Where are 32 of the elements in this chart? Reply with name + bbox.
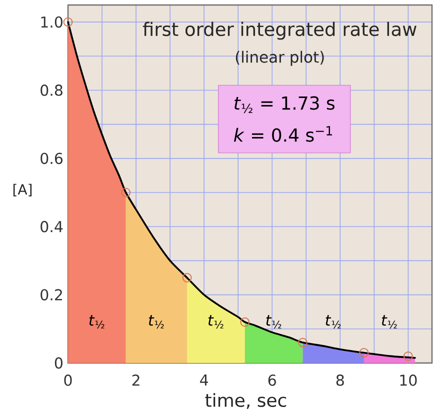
series-label: t$_{½}$ — [382, 315, 397, 329]
y-tick-label: 0.8 — [40, 84, 62, 96]
y-tick-label: 0.2 — [40, 289, 62, 300]
y-tick-label: 0.4 — [40, 220, 63, 232]
x-tick-label: 10 — [400, 374, 417, 386]
x-tick-label: 2 — [132, 374, 140, 386]
line-series — [67, 21, 416, 359]
text: (linear plot) — [236, 50, 324, 66]
y-tick-label: 1.0 — [41, 16, 62, 28]
point — [240, 317, 250, 327]
point — [359, 348, 369, 358]
point — [63, 17, 73, 27]
series-label: t$_{½}$ — [208, 315, 224, 329]
x-tick-label: 6 — [268, 374, 276, 386]
point — [298, 338, 308, 348]
text: first order integrated rate law — [142, 22, 416, 40]
series-label: t$_{½}$ — [266, 315, 282, 329]
x-axis-title: time, sec — [205, 393, 286, 409]
series-label: t$_{½}$ — [89, 315, 104, 329]
series-label: t$_{½}$ — [148, 315, 164, 329]
point — [121, 188, 131, 198]
annotation: t$_{½}$ = 1.73 s — [234, 96, 334, 114]
x-tick-label: 8 — [336, 374, 344, 386]
point — [182, 273, 192, 282]
x-tick-label: 4 — [200, 374, 208, 386]
y-tick-label: 0 — [54, 357, 62, 369]
annotation: k = 0.4 s$^{−1}$ — [234, 126, 332, 142]
point — [403, 351, 413, 361]
x-tick-label: 0 — [64, 374, 72, 386]
y-tick-label: 0.6 — [40, 152, 63, 164]
y-axis-title: [A] — [13, 184, 32, 196]
series-label: t$_{½}$ — [326, 315, 341, 329]
